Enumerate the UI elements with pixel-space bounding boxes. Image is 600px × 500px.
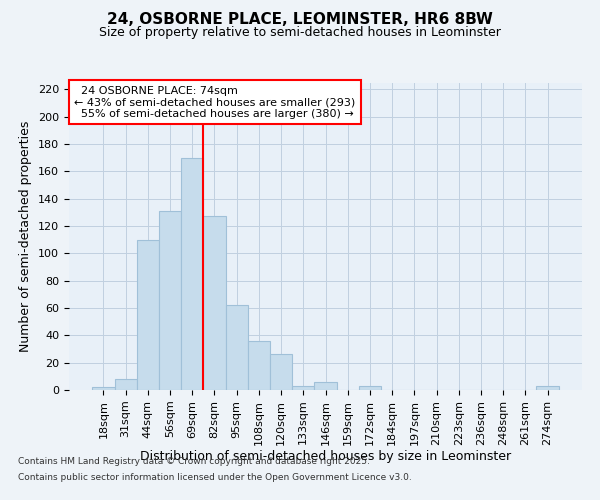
Bar <box>248 341 270 390</box>
Bar <box>137 240 159 390</box>
Text: Contains public sector information licensed under the Open Government Licence v3: Contains public sector information licen… <box>18 472 412 482</box>
Bar <box>159 211 181 390</box>
Bar <box>226 306 248 390</box>
Text: Size of property relative to semi-detached houses in Leominster: Size of property relative to semi-detach… <box>99 26 501 39</box>
Bar <box>292 386 314 390</box>
Bar <box>270 354 292 390</box>
Bar <box>115 379 137 390</box>
X-axis label: Distribution of semi-detached houses by size in Leominster: Distribution of semi-detached houses by … <box>140 450 511 464</box>
Text: 24, OSBORNE PLACE, LEOMINSTER, HR6 8BW: 24, OSBORNE PLACE, LEOMINSTER, HR6 8BW <box>107 12 493 28</box>
Bar <box>314 382 337 390</box>
Bar <box>536 386 559 390</box>
Text: 24 OSBORNE PLACE: 74sqm  
← 43% of semi-detached houses are smaller (293)
  55% : 24 OSBORNE PLACE: 74sqm ← 43% of semi-de… <box>74 86 355 119</box>
Y-axis label: Number of semi-detached properties: Number of semi-detached properties <box>19 120 32 352</box>
Bar <box>359 386 381 390</box>
Text: Contains HM Land Registry data © Crown copyright and database right 2025.: Contains HM Land Registry data © Crown c… <box>18 458 370 466</box>
Bar <box>92 388 115 390</box>
Bar <box>203 216 226 390</box>
Bar <box>181 158 203 390</box>
